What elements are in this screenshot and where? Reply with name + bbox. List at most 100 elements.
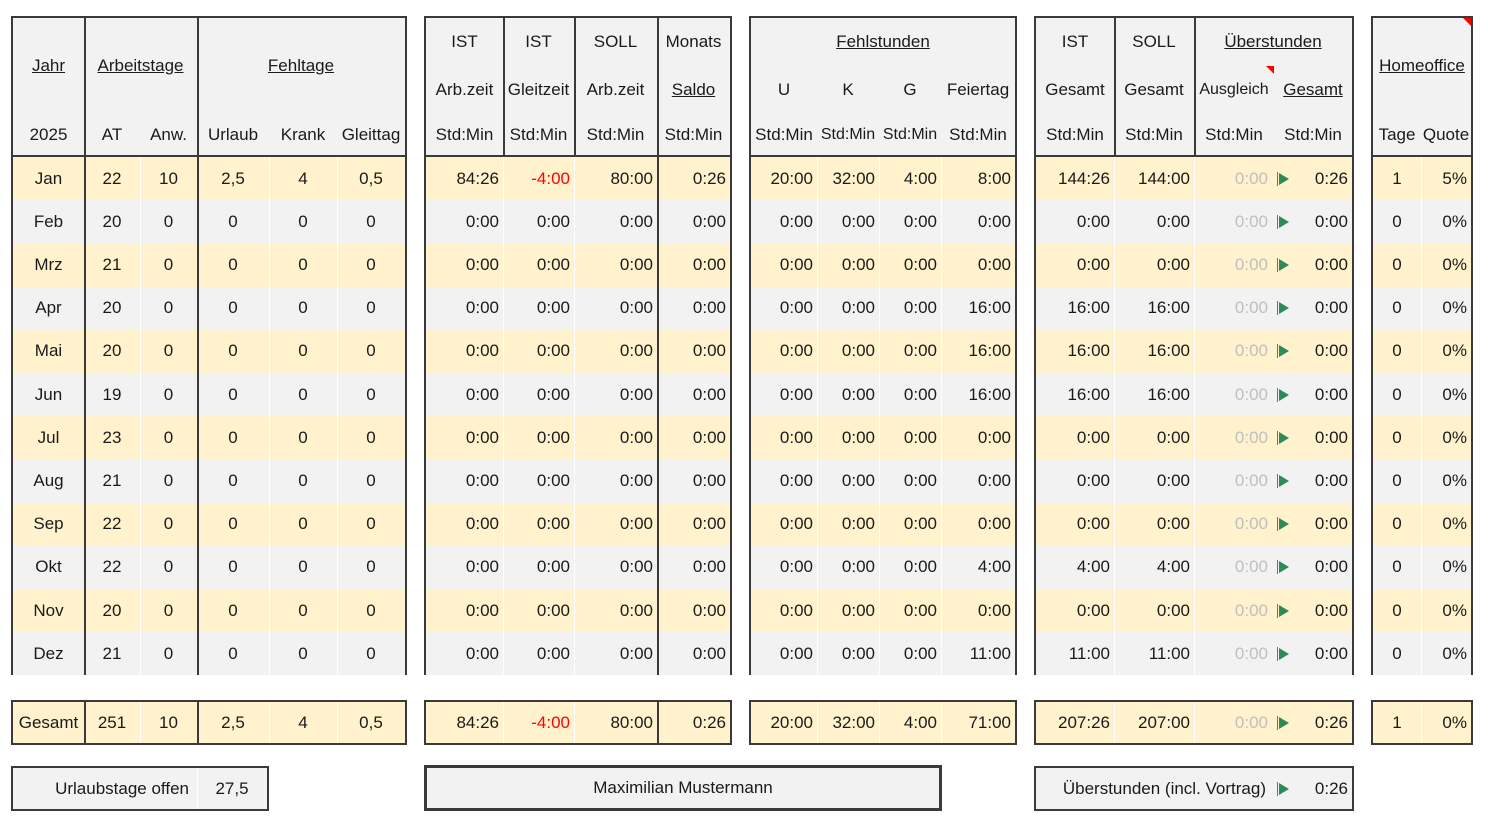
cell-m[interactable]: Feb — [33, 211, 64, 231]
cell-soll[interactable]: 0:00 — [619, 557, 653, 577]
cell-ist[interactable]: 0:00 — [465, 384, 499, 404]
cell-g[interactable]: 0:00 — [903, 254, 937, 274]
cell-ausgleich[interactable]: 0:00 — [1234, 600, 1268, 620]
cell-anw[interactable]: 0 — [163, 298, 174, 318]
cell-anw[interactable]: 0 — [163, 427, 174, 447]
cell-m[interactable]: Okt — [35, 557, 62, 577]
cell-urlaub[interactable]: 0 — [228, 470, 238, 490]
cell-soll-ges[interactable]: 0:00 — [1156, 470, 1190, 490]
cell-ist[interactable]: 0:00 — [465, 427, 499, 447]
cell-feiertag[interactable]: 0:00 — [977, 470, 1011, 490]
cell-urlaub[interactable]: 0 — [228, 427, 238, 447]
cell-tage[interactable]: 0 — [1392, 384, 1402, 404]
cell-tage[interactable]: 0 — [1392, 298, 1402, 318]
cell-anw[interactable]: 0 — [163, 341, 174, 361]
cell-at[interactable]: 20 — [102, 341, 122, 361]
cell-at[interactable]: 20 — [102, 211, 122, 231]
cell-gleit[interactable]: -4:00 — [531, 168, 570, 188]
header-fehlstunden-title[interactable]: Fehlstunden — [836, 32, 930, 51]
cell-u[interactable]: 0:00 — [779, 427, 813, 447]
cell-soll-ges[interactable]: 4:00 — [1156, 557, 1190, 577]
cell-ausgleich[interactable]: 0:00 — [1234, 514, 1268, 534]
cell-at[interactable]: 20 — [102, 600, 122, 620]
cell-at[interactable]: 21 — [102, 254, 122, 274]
cell-urlaub[interactable]: 0 — [228, 298, 238, 318]
cell-gleit[interactable]: 0:00 — [536, 254, 570, 274]
cell-anw[interactable]: 0 — [163, 211, 174, 231]
cell-g[interactable]: 0:00 — [903, 643, 937, 663]
cell-ausgleich[interactable]: 0:00 — [1234, 341, 1268, 361]
cell-soll-ges[interactable]: 0:00 — [1156, 211, 1190, 231]
cell-ist[interactable]: 0:00 — [465, 298, 499, 318]
cell-saldo[interactable]: 0:00 — [692, 643, 726, 663]
cell-quote[interactable]: 0% — [1442, 211, 1467, 231]
cell-ue-ges[interactable]: 0:00 — [1314, 254, 1348, 274]
cell-m[interactable]: Apr — [35, 298, 62, 318]
cell-k[interactable]: 0:00 — [841, 254, 875, 274]
cell-anw[interactable]: 0 — [163, 600, 174, 620]
cell-saldo[interactable]: 0:00 — [692, 298, 726, 318]
cell-gleit[interactable]: 0:00 — [536, 557, 570, 577]
cell-ue-ges[interactable]: 0:00 — [1314, 298, 1348, 318]
cell-gleittag[interactable]: 0 — [366, 643, 376, 663]
cell-ausgleich[interactable]: 0:00 — [1234, 427, 1268, 447]
cell-gleit[interactable]: 0:00 — [536, 298, 570, 318]
cell-soll[interactable]: 0:00 — [619, 384, 653, 404]
cell-soll[interactable]: 0:00 — [619, 211, 653, 231]
cell-ist-ges[interactable]: 0:00 — [1076, 470, 1110, 490]
cell-g[interactable]: 4:00 — [903, 168, 937, 188]
cell-feiertag[interactable]: 16:00 — [968, 341, 1011, 361]
cell-gleit[interactable]: 0:00 — [536, 211, 570, 231]
cell-soll-ges[interactable]: 0:00 — [1156, 254, 1190, 274]
cell-soll[interactable]: 0:00 — [619, 514, 653, 534]
cell-urlaub[interactable]: 0 — [228, 514, 238, 534]
cell-ue-ges[interactable]: 0:00 — [1314, 384, 1348, 404]
cell-saldo[interactable]: 0:00 — [692, 557, 726, 577]
cell-u[interactable]: 0:00 — [779, 643, 813, 663]
cell-ue-ges[interactable]: 0:00 — [1314, 341, 1348, 361]
cell-krank[interactable]: 0 — [298, 341, 308, 361]
cell-saldo[interactable]: 0:00 — [692, 211, 726, 231]
cell-anw[interactable]: 0 — [163, 470, 174, 490]
cell-saldo[interactable]: 0:00 — [692, 600, 726, 620]
cell-quote[interactable]: 0% — [1442, 254, 1467, 274]
cell-krank[interactable]: 0 — [298, 384, 308, 404]
cell-ausgleich[interactable]: 0:00 — [1234, 470, 1268, 490]
cell-u[interactable]: 0:00 — [779, 211, 813, 231]
cell-k[interactable]: 0:00 — [841, 643, 875, 663]
cell-gleit[interactable]: 0:00 — [536, 341, 570, 361]
cell-tage[interactable]: 0 — [1392, 557, 1402, 577]
cell-gleittag[interactable]: 0 — [366, 470, 376, 490]
cell-ausgleich[interactable]: 0:00 — [1234, 254, 1268, 274]
cell-ist[interactable]: 0:00 — [465, 211, 499, 231]
cell-ist-ges[interactable]: 16:00 — [1067, 384, 1110, 404]
cell-urlaub[interactable]: 0 — [228, 643, 238, 663]
cell-tage[interactable]: 0 — [1392, 211, 1402, 231]
cell-u[interactable]: 0:00 — [779, 341, 813, 361]
cell-krank[interactable]: 0 — [298, 298, 308, 318]
cell-tage[interactable]: 1 — [1392, 168, 1402, 188]
cell-k[interactable]: 32:00 — [832, 168, 875, 188]
cell-krank[interactable]: 0 — [298, 557, 308, 577]
cell-at[interactable]: 20 — [102, 298, 122, 318]
cell-ist[interactable]: 0:00 — [465, 643, 499, 663]
cell-g[interactable]: 0:00 — [903, 557, 937, 577]
header-fehltage[interactable]: Fehltage — [267, 56, 335, 75]
cell-k[interactable]: 0:00 — [841, 427, 875, 447]
cell-quote[interactable]: 0% — [1442, 514, 1467, 534]
cell-ist[interactable]: 0:00 — [465, 254, 499, 274]
cell-g[interactable]: 0:00 — [903, 384, 937, 404]
cell-ausgleich[interactable]: 0:00 — [1234, 384, 1268, 404]
cell-gleittag[interactable]: 0 — [366, 514, 376, 534]
cell-anw[interactable]: 10 — [159, 168, 178, 188]
cell-gleittag[interactable]: 0 — [366, 557, 376, 577]
cell-k[interactable]: 0:00 — [841, 341, 875, 361]
cell-ue-ges[interactable]: 0:00 — [1314, 211, 1348, 231]
cell-krank[interactable]: 0 — [298, 600, 308, 620]
cell-urlaub[interactable]: 0 — [228, 384, 238, 404]
cell-soll[interactable]: 0:00 — [619, 298, 653, 318]
cell-tage[interactable]: 0 — [1392, 427, 1402, 447]
header-ueberstunden-title[interactable]: Überstunden — [1224, 32, 1322, 51]
cell-m[interactable]: Sep — [33, 514, 64, 534]
cell-at[interactable]: 21 — [102, 643, 122, 663]
